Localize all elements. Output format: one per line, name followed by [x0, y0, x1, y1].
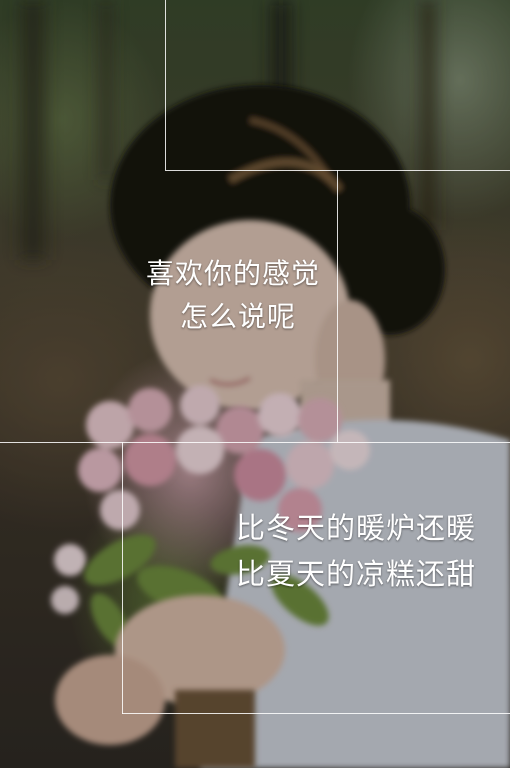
frame-line-bottom-horizontal [122, 713, 510, 714]
caption-top-line-2: 怎么说呢 [180, 300, 297, 333]
frame-line-lower-vertical [122, 442, 123, 714]
caption-top: 喜欢你的感觉 怎么说呢 [146, 252, 320, 338]
caption-top-line-1: 喜欢你的感觉 [146, 257, 321, 290]
caption-bottom: 比冬天的暖炉还暖 比夏天的凉糕还甜 [236, 505, 476, 597]
caption-bottom-line-2: 比夏天的凉糕还甜 [236, 557, 477, 591]
frame-line-mid-vertical [337, 170, 338, 442]
frame-line-mid-horizontal [0, 442, 510, 443]
caption-bottom-line-1: 比冬天的暖炉还暖 [236, 511, 477, 545]
frame-line-top-left-vertical [165, 0, 166, 170]
